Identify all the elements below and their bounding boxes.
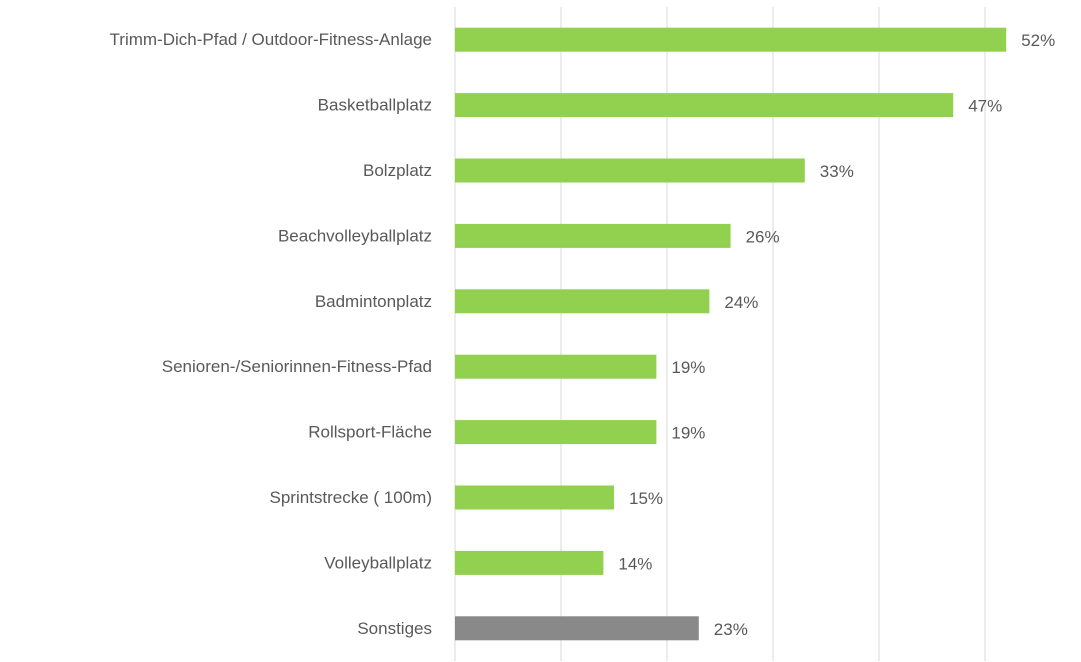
bar: [455, 158, 805, 183]
bar: [455, 354, 657, 379]
bar: [455, 420, 657, 445]
category-label: Volleyballplatz: [324, 553, 432, 572]
bar: [455, 616, 699, 641]
bar: [455, 550, 604, 575]
value-label: 26%: [746, 227, 780, 246]
value-label: 14%: [618, 554, 652, 573]
bar: [455, 27, 1007, 52]
bar: [455, 485, 614, 510]
category-label: Sonstiges: [357, 619, 432, 638]
category-label: Badmintonplatz: [315, 292, 432, 311]
value-label: 47%: [968, 97, 1002, 116]
value-label: 19%: [671, 358, 705, 377]
bar: [455, 223, 731, 248]
category-label: Sprintstrecke ( 100m): [270, 488, 433, 507]
category-label: Basketballplatz: [318, 96, 432, 115]
category-label: Bolzplatz: [363, 161, 432, 180]
category-label: Trimm-Dich-Pfad / Outdoor-Fitness-Anlage: [110, 30, 432, 49]
category-label: Senioren-/Seniorinnen-Fitness-Pfad: [162, 357, 432, 376]
value-label: 15%: [629, 489, 663, 508]
value-label: 24%: [724, 293, 758, 312]
value-label: 23%: [714, 620, 748, 639]
value-label: 33%: [820, 162, 854, 181]
value-label: 19%: [671, 424, 705, 443]
category-label: Beachvolleyballplatz: [278, 226, 432, 245]
bar: [455, 289, 710, 314]
category-label: Rollsport-Fläche: [308, 423, 432, 442]
value-label: 52%: [1021, 31, 1055, 50]
bar: [455, 93, 954, 118]
